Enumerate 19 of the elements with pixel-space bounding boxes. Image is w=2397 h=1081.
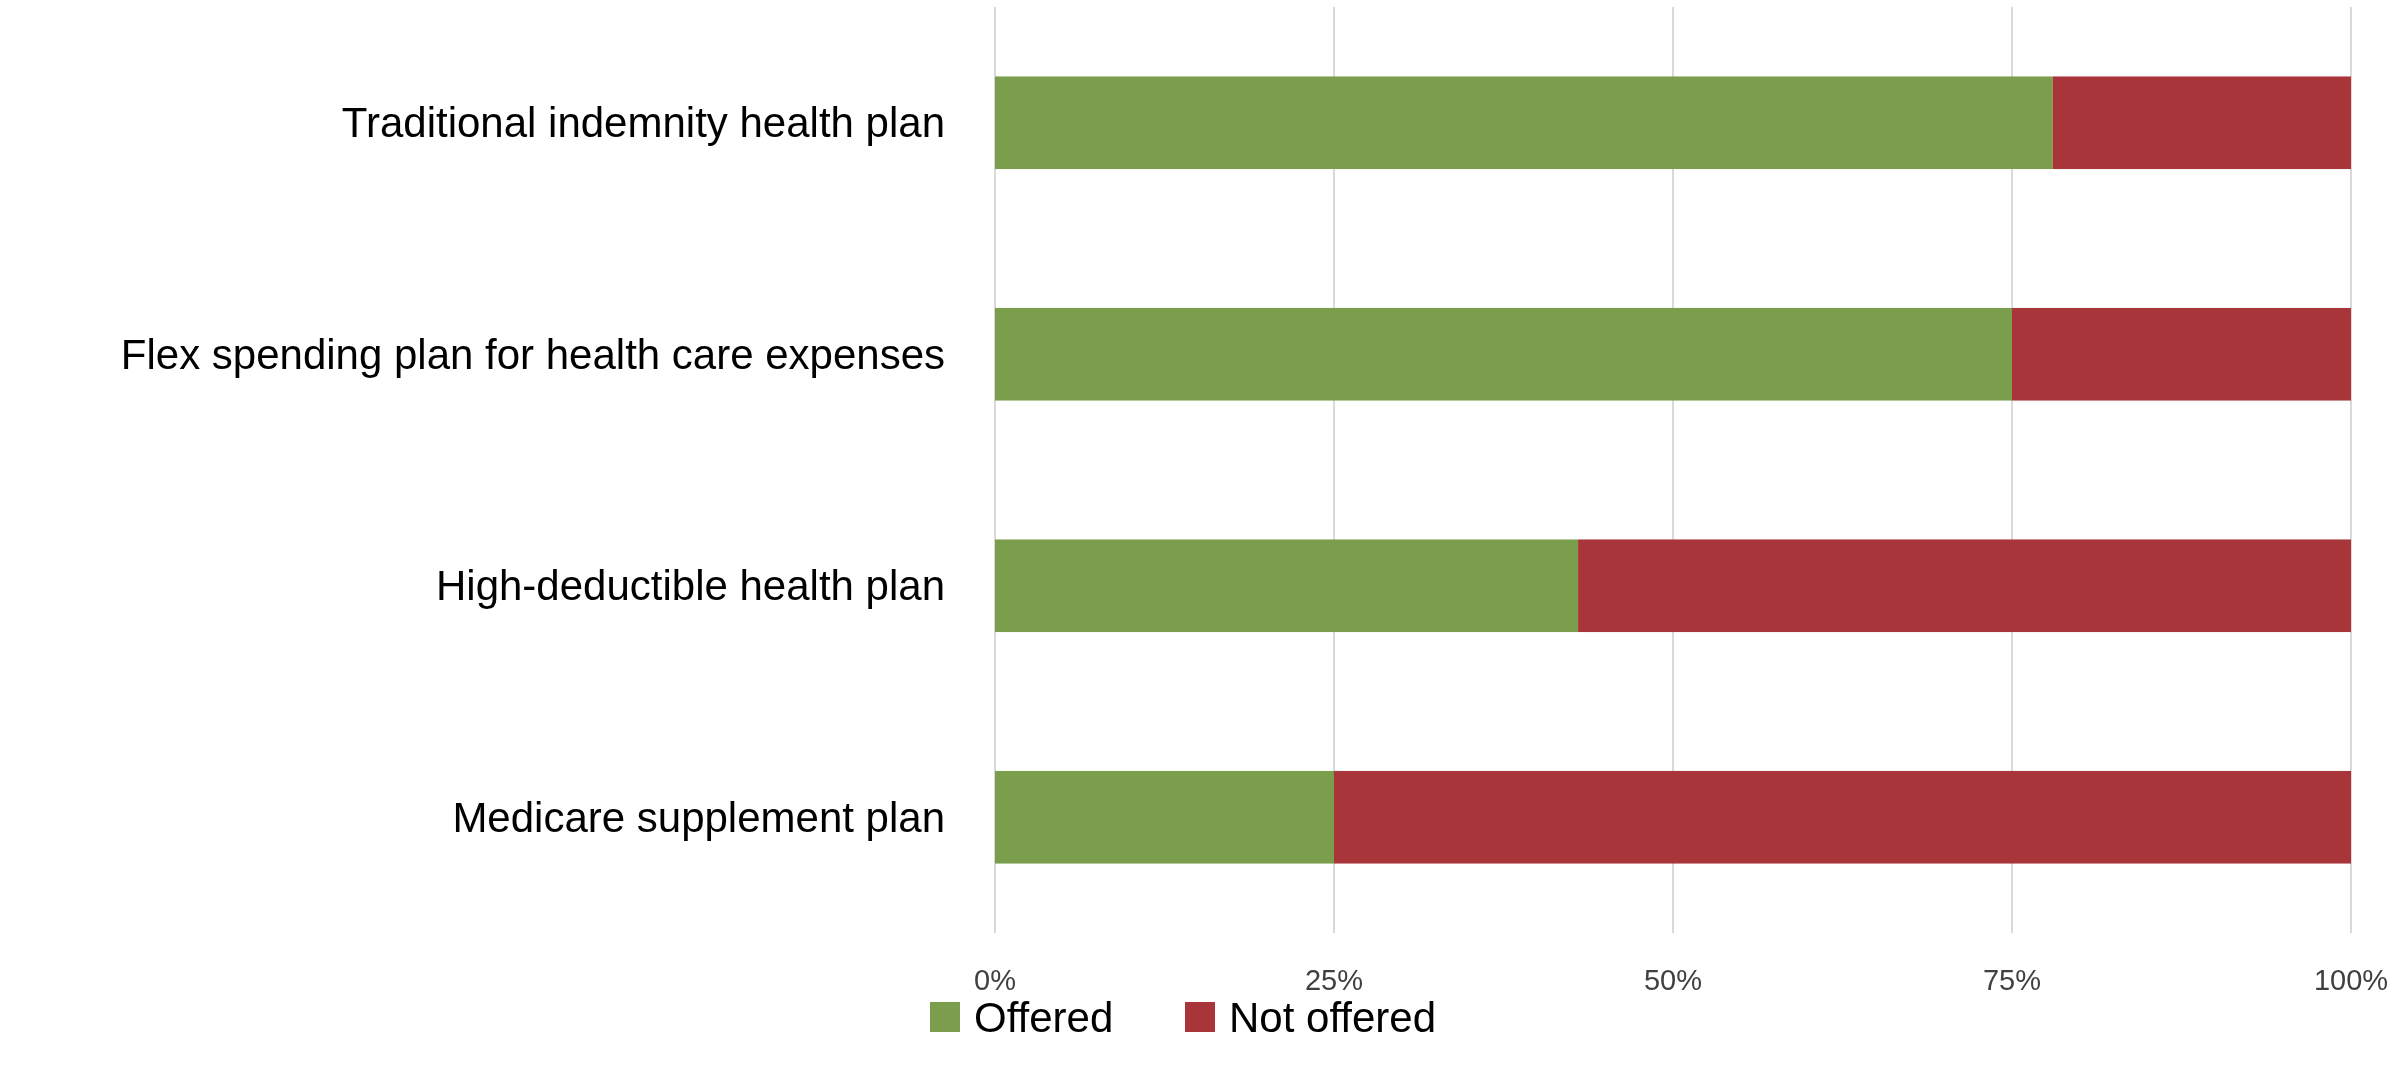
x-tick-label: 25% [1304,964,1364,996]
bar [1578,539,2351,633]
bar [995,770,1334,864]
y-tick-label: High-deductible health plan [435,562,945,610]
bar [2012,307,2351,401]
x-tick-label: 100% [2313,964,2389,996]
bar [995,76,2053,170]
y-tick-label: Flex spending plan for health care expenses [120,330,945,378]
y-tick-label: Traditional indemnity health plan [341,99,945,147]
y-tick-label: Medicare supplement plan [452,793,945,841]
legend-label: Offered [974,993,1114,1041]
bar [2052,76,2351,170]
legend-label: Not offered [1229,993,1437,1041]
bar [995,307,2012,401]
bar [995,539,1579,633]
bar [1334,770,2351,864]
x-tick-label: 0% [974,964,1016,996]
x-tick-label: 50% [1643,964,1703,996]
x-tick-label: 75% [1982,964,2042,996]
